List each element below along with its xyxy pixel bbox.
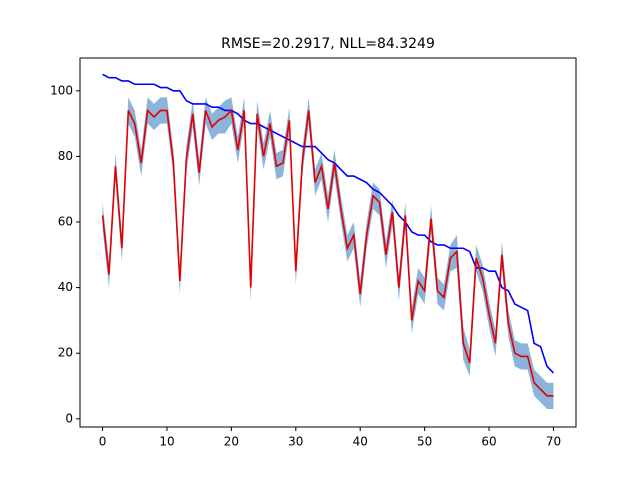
x-tick-label: 40 [353, 435, 368, 449]
y-tick-label: 20 [58, 346, 73, 360]
y-tick-label: 100 [50, 83, 73, 97]
x-tick-label: 50 [417, 435, 432, 449]
x-tick-label: 10 [159, 435, 174, 449]
line [101, 108, 554, 397]
x-tick-label: 60 [481, 435, 496, 449]
plot-frame [79, 57, 577, 428]
y-tick-label: 0 [65, 411, 73, 425]
x-tick-label: 20 [224, 435, 239, 449]
x-tick-label: 30 [288, 435, 303, 449]
y-tick-label: 40 [58, 280, 73, 294]
chart-title: RMSE=20.2917, NLL=84.3249 [221, 36, 435, 52]
y-tick-label: 80 [58, 149, 73, 163]
y-tick-label: 60 [58, 215, 73, 229]
x-tick-label: 70 [546, 435, 561, 449]
line [102, 73, 555, 374]
x-tick-label: 0 [99, 435, 107, 449]
